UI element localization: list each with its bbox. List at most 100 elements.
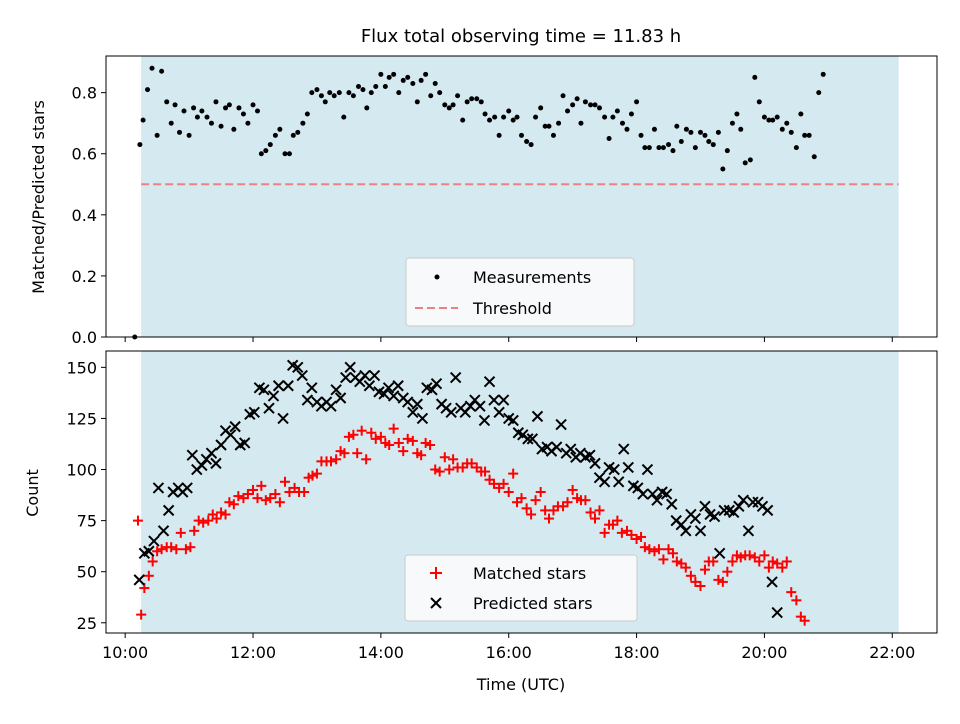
measurement-point — [715, 129, 721, 135]
matched-star-point — [480, 466, 491, 477]
bottom-legend: Matched stars Predicted stars — [404, 554, 638, 622]
measurement-point — [327, 90, 333, 96]
matched-star-point — [242, 489, 253, 500]
measurement-point — [779, 126, 785, 132]
measurement-point — [432, 80, 438, 86]
matched-star-point — [260, 495, 271, 506]
matched-star-point — [398, 446, 409, 457]
predicted-star-point — [411, 398, 424, 410]
predicted-star-point — [618, 443, 630, 455]
predicted-star-point — [589, 457, 601, 470]
matched-star-point — [339, 448, 350, 459]
matched-star-point — [508, 468, 519, 479]
measurement-point — [770, 117, 776, 123]
measurement-point — [378, 71, 384, 77]
predicted-star-point — [497, 394, 510, 406]
x-b — [708, 510, 721, 523]
matched-star-point — [616, 527, 627, 538]
top-legend: Measurements Threshold — [405, 257, 635, 327]
predicted-star-point — [565, 443, 577, 455]
matched-star-point — [331, 454, 342, 465]
measurement-point — [766, 117, 772, 123]
x-b — [507, 414, 519, 427]
measurement-point — [660, 145, 666, 151]
predicted-star-point — [699, 500, 711, 513]
x-b — [162, 504, 175, 517]
x-b — [641, 463, 654, 476]
matched-star-point — [713, 574, 724, 585]
measurement-point — [692, 145, 698, 151]
measurement-point — [245, 120, 251, 126]
predicted-star-point — [215, 439, 227, 451]
x-b — [675, 518, 688, 531]
predicted-star-point — [157, 525, 170, 537]
measurement-point — [720, 166, 726, 172]
x-b — [210, 457, 222, 470]
x-tick-label: 22:00 — [869, 643, 915, 662]
measurement-point — [610, 114, 616, 120]
measurement-point — [614, 108, 620, 114]
measurement-point — [487, 117, 493, 123]
x-b — [421, 382, 433, 394]
predicted-star-point — [483, 375, 496, 388]
bottom-y-tick-label: 75 — [77, 512, 97, 531]
x-b — [215, 439, 227, 451]
bottom-y-tick-label: 125 — [66, 409, 97, 428]
matched-star-point — [407, 435, 418, 446]
measurement-point — [368, 90, 374, 96]
matched-star-point — [156, 544, 167, 555]
measurement-point — [186, 132, 192, 138]
measurement-point — [784, 120, 790, 126]
x-b — [402, 396, 414, 408]
x-b — [445, 406, 457, 419]
predicted-star-point — [713, 547, 726, 560]
x-b — [258, 384, 270, 396]
matched-star-point — [526, 509, 537, 520]
x-b — [627, 480, 640, 492]
measurement-point — [405, 74, 411, 80]
x-b — [205, 447, 218, 459]
matched-star-point — [147, 556, 158, 567]
measurement-point — [199, 108, 205, 114]
measurement-point — [350, 93, 356, 99]
predicted-star-point — [239, 437, 251, 449]
x-b — [239, 437, 251, 449]
matched-star-point — [585, 507, 596, 518]
matched-star-point — [667, 548, 678, 559]
predicted-star-point — [646, 488, 659, 500]
x-b — [622, 461, 634, 474]
matched-star-point — [198, 517, 209, 528]
legend-threshold-label: Threshold — [472, 299, 552, 318]
predicted-star-point — [344, 361, 356, 374]
measurement-point — [286, 151, 292, 157]
x-b — [407, 406, 419, 419]
x-b — [483, 375, 496, 388]
predicted-star-point — [488, 394, 500, 406]
predicted-star-point — [267, 390, 280, 402]
matched-star-point — [562, 497, 573, 508]
x-b — [589, 457, 601, 470]
matched-star-point — [352, 448, 363, 459]
measurement-point — [811, 154, 817, 160]
bottom-y-axis-label: Count — [23, 469, 42, 517]
measurement-point — [272, 132, 278, 138]
matched-star-point — [356, 425, 367, 436]
x-b — [368, 369, 381, 382]
matched-star-point — [767, 556, 778, 567]
predicted-star-point — [637, 488, 649, 500]
matched-star-point — [695, 581, 706, 591]
measurement-point — [341, 114, 347, 120]
predicted-star-point — [143, 545, 155, 557]
x-b — [474, 400, 486, 412]
x-b — [449, 371, 462, 384]
matched-star-point — [516, 493, 527, 504]
matched-star-point — [722, 566, 733, 577]
measurement-point — [761, 114, 767, 120]
predicted-star-point — [608, 463, 620, 476]
x-b — [387, 390, 400, 402]
predicted-star-point — [368, 369, 381, 382]
x-b — [282, 380, 294, 392]
predicted-star-point — [330, 384, 342, 396]
top-axes-frame — [105, 55, 938, 338]
